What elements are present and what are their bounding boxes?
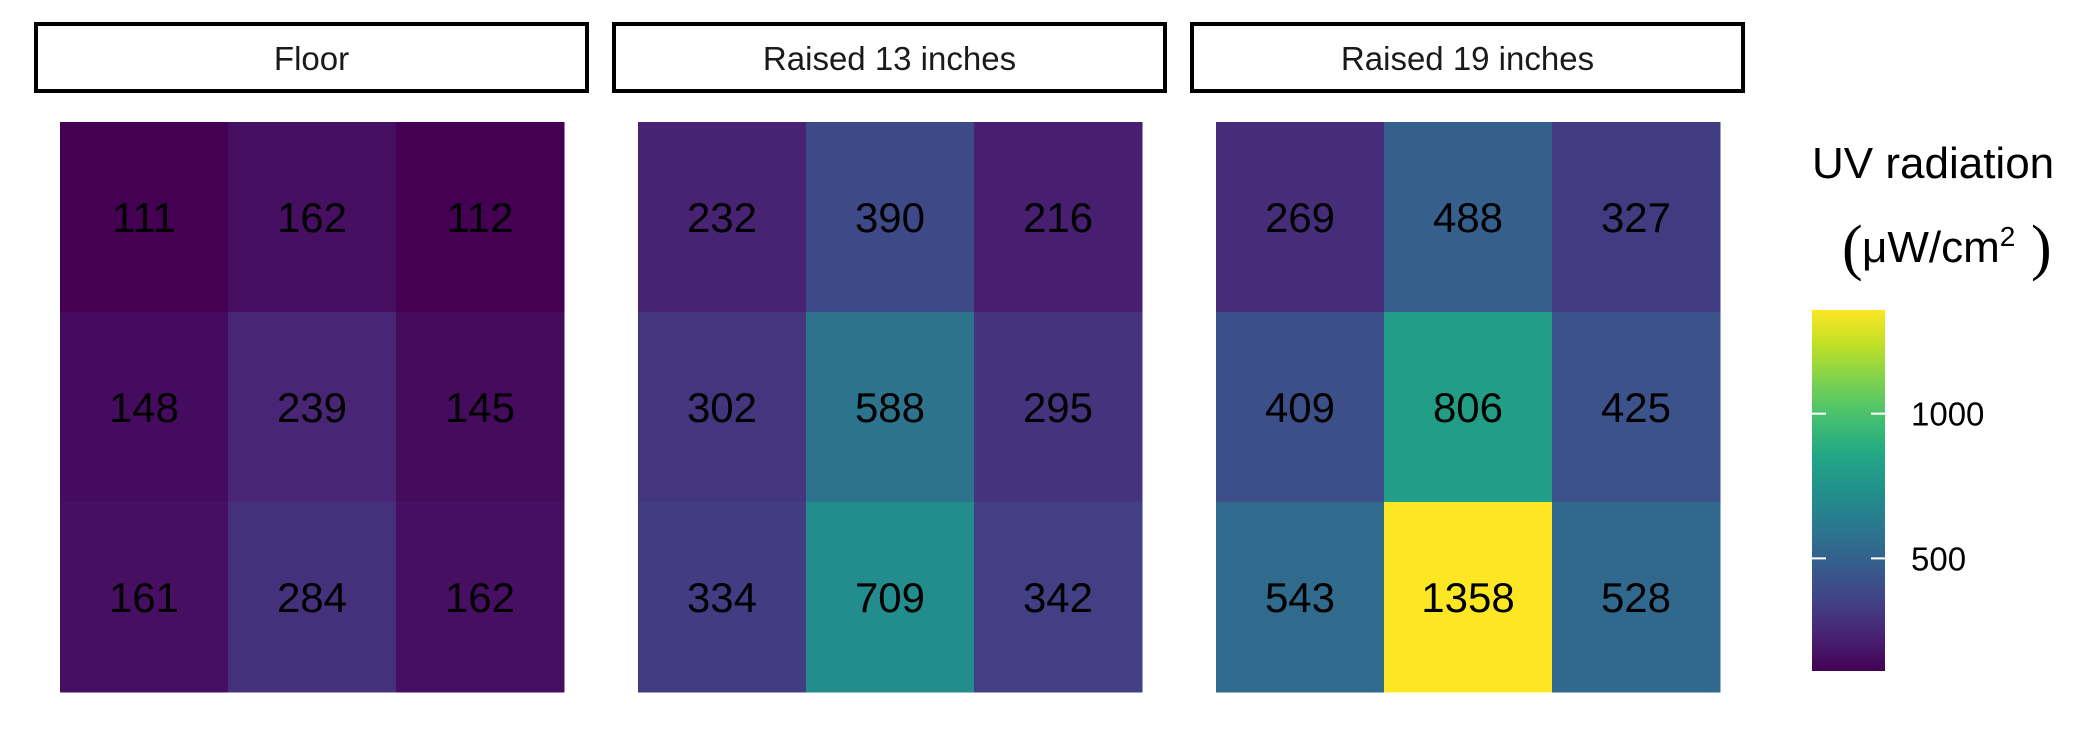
heatmap-cell bbox=[1384, 502, 1553, 693]
cell-value-label: 543 bbox=[1265, 574, 1335, 621]
panel-strip-label: Floor bbox=[274, 40, 349, 77]
heatmap-cell bbox=[1384, 122, 1553, 313]
heatmap-cell bbox=[60, 312, 229, 503]
heatmap-cell bbox=[1216, 122, 1385, 313]
heatmap-cell bbox=[806, 502, 975, 693]
heatmap-cell bbox=[974, 312, 1143, 503]
cell-value-label: 269 bbox=[1265, 194, 1335, 241]
cell-value-label: 588 bbox=[855, 384, 925, 431]
heatmap-cell bbox=[1216, 312, 1385, 503]
legend-unit-prefix: μW/cm bbox=[1862, 223, 2000, 272]
heatmap-cell bbox=[228, 312, 397, 503]
heatmap-panels: Floor 111 162 112 148 239 145 161 284 162 Raised 1… bbox=[34, 22, 1745, 693]
legend-unit: ( μW/cm2 ) bbox=[1842, 214, 2052, 282]
heatmap-cell bbox=[806, 312, 975, 503]
heatmap-cell bbox=[1216, 502, 1385, 693]
heatmap-cell bbox=[1552, 122, 1721, 313]
cell-value-label: 302 bbox=[687, 384, 757, 431]
legend-tick-label: 500 bbox=[1911, 540, 1966, 577]
cell-value-label: 284 bbox=[277, 574, 347, 621]
cell-value-label: 111 bbox=[112, 194, 176, 241]
cell-value-label: 334 bbox=[687, 574, 757, 621]
cell-value-label: 232 bbox=[687, 194, 757, 241]
cell-value-label: 145 bbox=[445, 384, 515, 431]
legend-title: UV radiation bbox=[1812, 139, 2054, 188]
cell-value-label: 148 bbox=[109, 384, 179, 431]
heatmap-cell bbox=[806, 122, 975, 313]
cell-value-label: 528 bbox=[1601, 574, 1671, 621]
legend-unit-text: μW/cm2 bbox=[1862, 221, 2015, 272]
panel-strip bbox=[1190, 22, 1745, 93]
heatmap-cell bbox=[396, 122, 565, 313]
heatmap-cell bbox=[396, 502, 565, 693]
cell-value-label: 709 bbox=[855, 574, 925, 621]
cell-value-label: 295 bbox=[1023, 384, 1093, 431]
cell-value-label: 390 bbox=[855, 194, 925, 241]
panel-2: Raised 13 inches 232 390 216 302 588 295 334 709… bbox=[612, 22, 1167, 693]
cell-value-label: 161 bbox=[109, 574, 179, 621]
panel-3: Raised 19 inches 269 488 327 409 806 425 543 135… bbox=[1190, 22, 1745, 693]
cell-value-label: 162 bbox=[445, 574, 515, 621]
cell-value-label: 216 bbox=[1023, 194, 1093, 241]
cell-value-label: 342 bbox=[1023, 574, 1093, 621]
cell-value-label: 409 bbox=[1265, 384, 1335, 431]
panel-strip-label: Raised 19 inches bbox=[1341, 40, 1594, 77]
heatmap-cell bbox=[228, 502, 397, 693]
heatmap-cell bbox=[974, 122, 1143, 313]
heatmap-cell bbox=[1552, 502, 1721, 693]
heatmap-cell bbox=[974, 502, 1143, 693]
cell-value-label: 327 bbox=[1601, 194, 1671, 241]
panel-strip bbox=[612, 22, 1167, 93]
legend-tick-label: 1000 bbox=[1911, 396, 1984, 433]
heatmap-cell bbox=[1384, 312, 1553, 503]
heatmap-cell bbox=[60, 122, 229, 313]
legend-ticks: 500 1000 bbox=[1812, 396, 1984, 577]
legend-unit-open-paren: ( bbox=[1842, 214, 1863, 282]
cell-value-label: 239 bbox=[277, 384, 347, 431]
heatmap-cell bbox=[638, 502, 807, 693]
legend-unit-exponent: 2 bbox=[2000, 221, 2016, 252]
heatmap-cell bbox=[1552, 312, 1721, 503]
panel-strip-label: Raised 13 inches bbox=[763, 40, 1016, 77]
heatmap-cell bbox=[638, 312, 807, 503]
cell-value-label: 425 bbox=[1601, 384, 1671, 431]
cell-value-label: 488 bbox=[1433, 194, 1503, 241]
heatmap-cell bbox=[396, 312, 565, 503]
heatmap-cell bbox=[228, 122, 397, 313]
heatmap-cell bbox=[638, 122, 807, 313]
cell-value-label: 112 bbox=[447, 194, 514, 241]
heatmap-cell bbox=[60, 502, 229, 693]
legend-unit-close-paren: ) bbox=[2031, 214, 2052, 282]
panel-1: Floor 111 162 112 148 239 145 161 284 162 bbox=[34, 22, 589, 693]
cell-value-label: 162 bbox=[277, 194, 347, 241]
panel-strip bbox=[34, 22, 589, 93]
legend-colorbar bbox=[1812, 310, 1885, 671]
cell-value-label: 1358 bbox=[1421, 574, 1514, 621]
cell-value-label: 806 bbox=[1433, 384, 1503, 431]
legend: UV radiation ( μW/cm2 ) 500 1000 bbox=[1812, 139, 2054, 671]
